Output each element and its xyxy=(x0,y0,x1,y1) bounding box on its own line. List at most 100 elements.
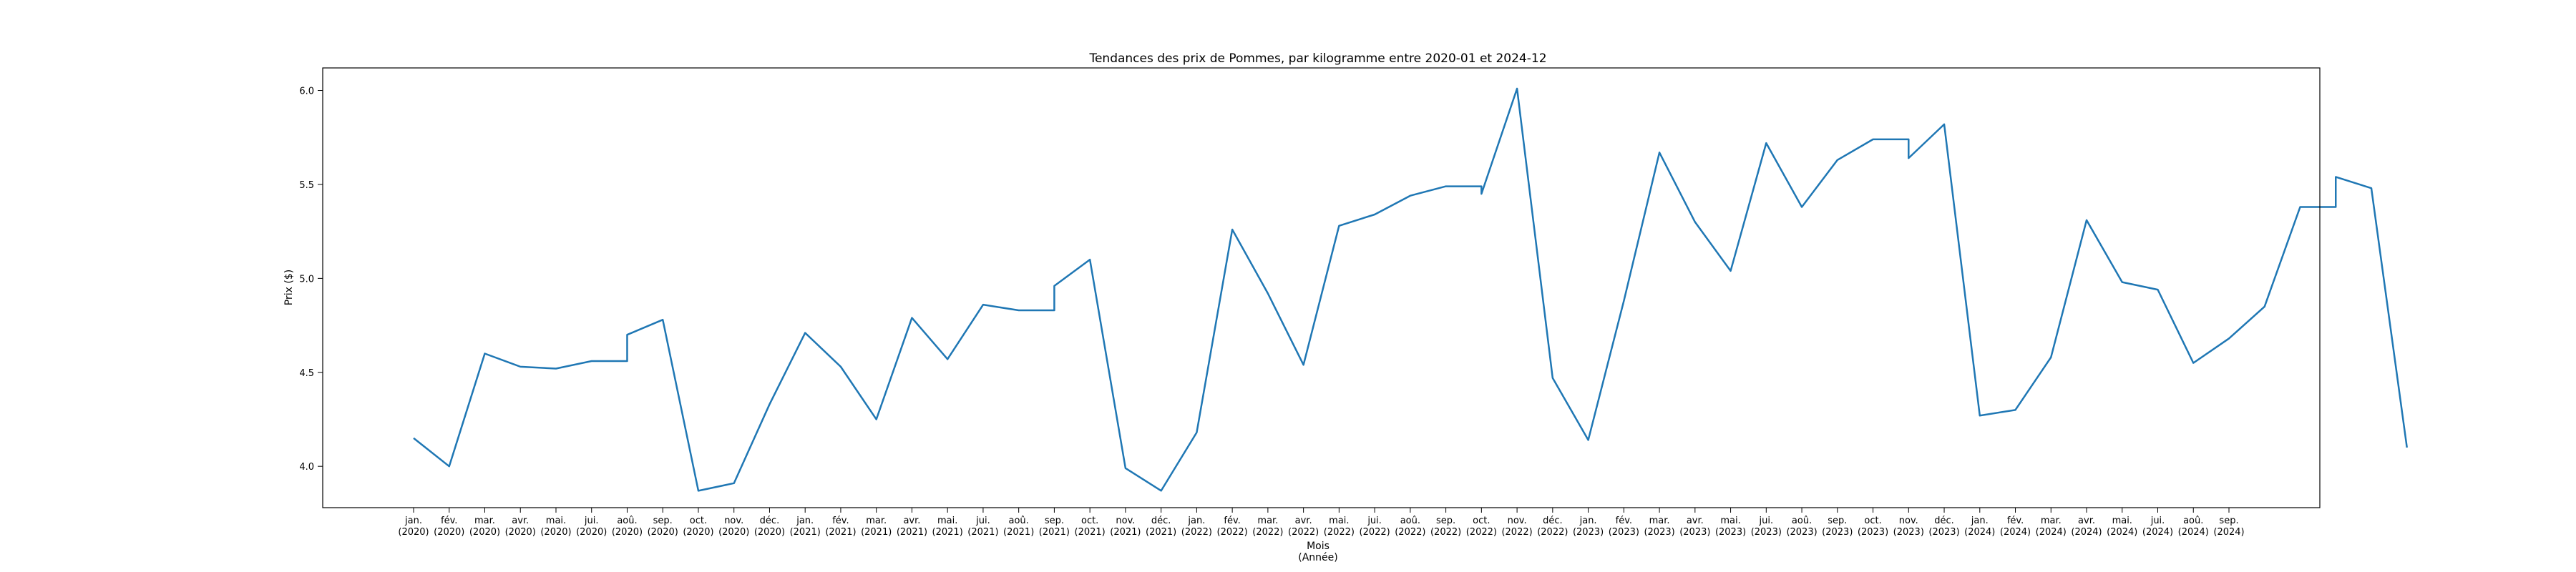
price-series-line xyxy=(413,87,2408,492)
x-tick-label-month: avr. xyxy=(1687,516,1704,526)
x-tick-label-year: (2020) xyxy=(683,527,713,538)
x-tick-label-month: oct. xyxy=(1864,516,1881,526)
x-tick-label-month: oct. xyxy=(1081,516,1098,526)
x-axis-label-unit: (Année) xyxy=(1298,552,1337,563)
x-tick-label-month: nov. xyxy=(1899,516,1918,526)
x-tick-label-month: aoû. xyxy=(1792,516,1812,526)
y-tick-label: 6.0 xyxy=(299,87,314,97)
y-tick-label: 5.5 xyxy=(299,180,314,191)
x-tick-label-year: (2021) xyxy=(1075,527,1106,538)
x-tick-label-year: (2024) xyxy=(2178,527,2209,538)
x-tick-label-year: (2022) xyxy=(1181,527,1212,538)
x-tick-label-year: (2024) xyxy=(2071,527,2102,538)
x-tick-label-month: déc. xyxy=(1543,516,1563,526)
x-tick-label-year: (2022) xyxy=(1217,527,1248,538)
x-tick-label-month: sep. xyxy=(1828,516,1847,526)
x-tick-label-year: (2021) xyxy=(1003,527,1034,538)
x-tick-label-year: (2023) xyxy=(1644,527,1674,538)
x-tick-label-month: jan. xyxy=(404,516,422,526)
x-tick-label-month: mar. xyxy=(1257,516,1278,526)
x-tick-label-year: (2021) xyxy=(825,527,856,538)
x-tick-label-year: (2023) xyxy=(1573,527,1604,538)
x-tick-label-month: fév. xyxy=(441,516,457,526)
x-tick-label-month: mar. xyxy=(2041,516,2062,526)
x-tick-label-year: (2020) xyxy=(505,527,536,538)
x-tick-label-year: (2021) xyxy=(1110,527,1141,538)
x-tick-label-year: (2022) xyxy=(1324,527,1355,538)
x-tick-label-year: (2020) xyxy=(398,527,429,538)
x-tick-label-month: nov. xyxy=(1116,516,1135,526)
x-tick-label-month: mar. xyxy=(866,516,887,526)
x-tick-label-year: (2022) xyxy=(1252,527,1283,538)
x-axis-label: Mois xyxy=(1307,541,1330,552)
y-axis: 4.0 4.5 5.0 5.5 6.0 xyxy=(299,87,323,473)
x-tick-label-year: (2022) xyxy=(1395,527,1425,538)
chart-title: Tendances des prix de Pommes, par kilogr… xyxy=(1088,51,1546,66)
x-tick-label-month: mai. xyxy=(546,516,566,526)
x-tick-label-year: (2024) xyxy=(2000,527,2031,538)
x-tick-label-month: nov. xyxy=(724,516,743,526)
x-tick-label-month: mar. xyxy=(1649,516,1670,526)
x-tick-label-month: sep. xyxy=(1436,516,1455,526)
x-tick-label-month: jui. xyxy=(2150,516,2165,526)
x-tick-label-year: (2021) xyxy=(861,527,892,538)
x-tick-label-year: (2021) xyxy=(1039,527,1070,538)
x-tick-label-year: (2024) xyxy=(2213,527,2244,538)
x-tick-label-year: (2022) xyxy=(1501,527,1532,538)
x-tick-label-year: (2021) xyxy=(967,527,998,538)
x-tick-label-month: avr. xyxy=(2078,516,2095,526)
x-tick-label-year: (2023) xyxy=(1679,527,1710,538)
x-tick-label-month: nov. xyxy=(1508,516,1527,526)
x-tick-label-month: jui. xyxy=(975,516,990,526)
x-tick-label-month: fév. xyxy=(1224,516,1240,526)
x-tick-label-year: (2023) xyxy=(1715,527,1746,538)
x-tick-label-year: (2020) xyxy=(576,527,607,538)
x-tick-label-year: (2020) xyxy=(434,527,464,538)
x-tick-label-month: fév. xyxy=(2007,516,2024,526)
x-tick-label-year: (2023) xyxy=(1822,527,1853,538)
x-tick-label-month: mar. xyxy=(474,516,495,526)
x-tick-label-month: jan. xyxy=(1971,516,1989,526)
x-tick-label-year: (2024) xyxy=(2142,527,2173,538)
x-tick-label-year: (2021) xyxy=(790,527,821,538)
x-tick-label-year: (2024) xyxy=(2107,527,2137,538)
x-tick-label-month: jui. xyxy=(584,516,599,526)
x-tick-label-year: (2023) xyxy=(1893,527,1924,538)
x-tick-label-month: avr. xyxy=(1295,516,1312,526)
x-tick-label-month: aoû. xyxy=(617,516,637,526)
plot-frame xyxy=(322,67,2321,508)
x-tick-label-year: (2023) xyxy=(1928,527,1959,538)
x-tick-label-year: (2022) xyxy=(1430,527,1461,538)
x-tick-label-month: déc. xyxy=(1151,516,1171,526)
x-tick-label-year: (2021) xyxy=(1146,527,1176,538)
y-tick-label: 5.0 xyxy=(299,274,314,285)
x-tick-label-year: (2022) xyxy=(1288,527,1319,538)
y-axis-label: Prix ($) xyxy=(283,270,295,305)
x-tick-label-month: sep. xyxy=(2219,516,2238,526)
x-tick-label-year: (2020) xyxy=(718,527,749,538)
x-tick-label-month: fév. xyxy=(832,516,849,526)
x-tick-label-year: (2020) xyxy=(612,527,643,538)
x-tick-label-year: (2024) xyxy=(1964,527,1995,538)
x-tick-label-month: déc. xyxy=(760,516,780,526)
x-tick-label-year: (2021) xyxy=(897,527,927,538)
x-tick-label-month: sep. xyxy=(1045,516,1064,526)
x-tick-label-year: (2022) xyxy=(1360,527,1390,538)
y-tick-label: 4.5 xyxy=(299,368,314,379)
x-tick-label-year: (2021) xyxy=(932,527,963,538)
x-tick-label-month: déc. xyxy=(1934,516,1954,526)
x-tick-label-year: (2020) xyxy=(754,527,785,538)
x-tick-label-month: avr. xyxy=(903,516,920,526)
x-tick-label-month: sep. xyxy=(653,516,673,526)
x-tick-label-month: jui. xyxy=(1759,516,1774,526)
x-tick-label-month: jui. xyxy=(1367,516,1382,526)
x-tick-label-year: (2020) xyxy=(469,527,500,538)
x-tick-label-month: mai. xyxy=(1329,516,1349,526)
x-tick-label-year: (2020) xyxy=(648,527,678,538)
x-tick-label-year: (2023) xyxy=(1786,527,1817,538)
x-tick-label-month: jan. xyxy=(1579,516,1597,526)
x-tick-label-month: aoû. xyxy=(1400,516,1420,526)
x-tick-label-year: (2022) xyxy=(1466,527,1497,538)
